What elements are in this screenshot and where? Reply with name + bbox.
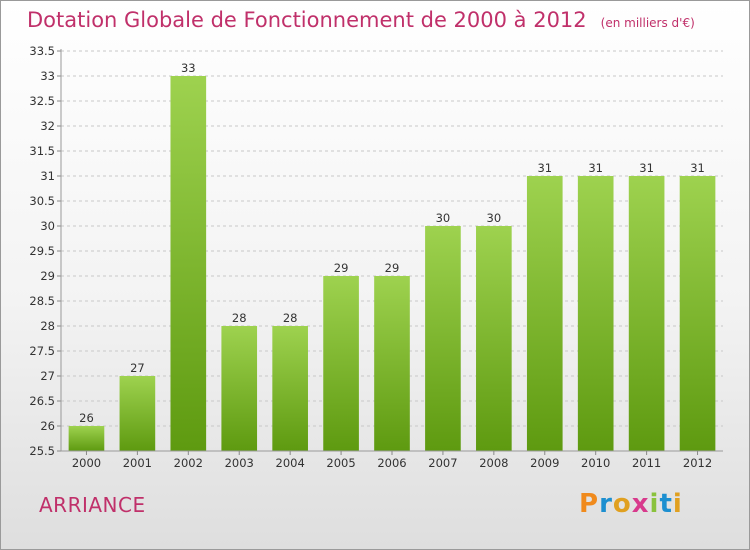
x-tick-label: 2009 <box>530 456 559 470</box>
logo-letter: t <box>659 489 673 519</box>
y-tick-label: 28.5 <box>29 294 55 308</box>
logo-letter: x <box>631 489 650 519</box>
y-tick-label: 32.5 <box>29 94 55 108</box>
y-tick-label: 26.5 <box>29 394 55 408</box>
x-tick-label: 2005 <box>326 456 355 470</box>
logo-letter: i <box>672 489 683 519</box>
data-label: 31 <box>588 161 603 175</box>
axes <box>57 49 723 455</box>
bar-2008 <box>476 226 512 451</box>
bar-2009 <box>526 176 563 451</box>
bar-2003 <box>221 326 258 451</box>
x-tick-label: 2008 <box>479 456 508 470</box>
data-label: 26 <box>79 411 94 425</box>
y-tick-label: 29.5 <box>29 244 55 258</box>
bar-2006 <box>374 276 410 451</box>
data-label: 30 <box>487 211 502 225</box>
x-tick-label: 2011 <box>632 456 661 470</box>
logo-letter: i <box>649 489 660 519</box>
chart-title: Dotation Globale de Fonctionnement de 20… <box>27 8 587 32</box>
data-label: 31 <box>639 161 654 175</box>
data-label: 29 <box>334 261 349 275</box>
y-tick-label: 33 <box>40 69 55 83</box>
y-tick-label: 30 <box>40 219 55 233</box>
data-label: 28 <box>232 311 247 325</box>
y-tick-label: 25.5 <box>29 444 55 458</box>
bar-2007 <box>425 226 461 451</box>
bar-2001 <box>119 376 156 451</box>
y-tick-label: 26 <box>40 419 55 433</box>
data-label: 29 <box>385 261 400 275</box>
logo-letter: r <box>599 489 613 519</box>
bar-2000 <box>68 426 105 451</box>
data-label: 31 <box>690 161 705 175</box>
labels: 25.5 26 26.5 27 27.5 28 28.5 29 29.5 30 30.5 31 31.5… <box>29 44 712 470</box>
x-tick-label: 2012 <box>683 456 712 470</box>
data-label: 28 <box>283 311 298 325</box>
x-tick-label: 2001 <box>123 456 152 470</box>
logo-letter: o <box>612 489 632 519</box>
y-tick-label: 30.5 <box>29 194 55 208</box>
bar-2002 <box>170 76 207 451</box>
bar-2004 <box>272 326 308 451</box>
bar-2010 <box>577 176 614 451</box>
x-tick-label: 2007 <box>428 456 457 470</box>
x-tick-label: 2006 <box>377 456 406 470</box>
x-tick-label: 2000 <box>72 456 101 470</box>
y-tick-label: 29 <box>40 269 55 283</box>
x-tick-label: 2003 <box>225 456 254 470</box>
y-tick-label: 33.5 <box>29 44 55 58</box>
y-tick-label: 32 <box>40 119 55 133</box>
bars <box>68 76 716 451</box>
logo-letter: P <box>579 489 600 519</box>
bar-2012 <box>679 176 716 451</box>
chart-title-block: Dotation Globale de Fonctionnement de 20… <box>27 8 695 32</box>
data-label: 31 <box>537 161 552 175</box>
chart-unit-label: (en milliers d'€) <box>600 16 695 30</box>
bar-2011 <box>628 176 665 451</box>
x-tick-label: 2002 <box>174 456 203 470</box>
bar-2005 <box>323 276 359 451</box>
x-tick-label: 2004 <box>276 456 305 470</box>
y-tick-label: 28 <box>40 319 55 333</box>
commune-name: ARRIANCE <box>39 493 146 517</box>
data-label: 27 <box>130 361 145 375</box>
y-tick-label: 31.5 <box>29 144 55 158</box>
data-label: 33 <box>181 61 196 75</box>
data-label: 30 <box>436 211 451 225</box>
y-tick-label: 31 <box>40 169 55 183</box>
x-tick-label: 2010 <box>581 456 610 470</box>
proxiti-logo: Proxiti <box>579 489 683 519</box>
y-tick-label: 27 <box>40 369 55 383</box>
y-tick-label: 27.5 <box>29 344 55 358</box>
